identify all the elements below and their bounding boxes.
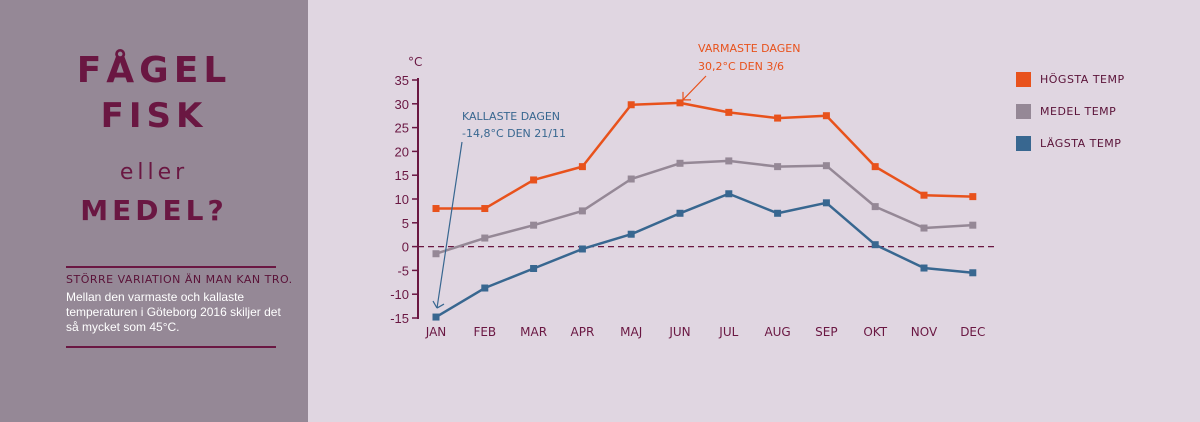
note-heading: STÖRRE VARIATION ÄN MAN KAN TRO.	[66, 273, 293, 286]
sidebar-panel: FÅGEL FISK eller MEDEL? STÖRRE VARIATION…	[0, 0, 308, 422]
legend-item-high: HÖGSTA TEMP	[1016, 72, 1196, 88]
y-tick-label: -10	[390, 287, 409, 302]
title-line-1: FÅGEL	[76, 50, 232, 91]
legend-swatch-mean	[1016, 104, 1031, 119]
legend-item-low: LÄGSTA TEMP	[1016, 136, 1196, 152]
data-point	[481, 234, 489, 242]
data-point	[725, 108, 733, 116]
warmest-day-detail: 30,2°C DEN 3/6	[698, 60, 784, 73]
coldest-day-arrow	[432, 141, 463, 309]
data-point	[481, 205, 489, 213]
data-point	[774, 163, 782, 171]
data-point	[822, 199, 830, 207]
data-point	[969, 269, 977, 277]
data-point	[578, 245, 586, 253]
y-axis-unit-label: °C	[408, 55, 422, 69]
x-tick-label: SEP	[815, 325, 837, 339]
data-point	[920, 191, 928, 199]
data-point	[871, 203, 879, 211]
series-line	[436, 101, 973, 210]
data-point	[578, 207, 586, 215]
note-body: Mellan den varmaste och kallaste tempera…	[66, 290, 281, 334]
y-tick-label: 5	[402, 216, 409, 231]
legend-swatch-low	[1016, 136, 1031, 151]
legend-label-mean: MEDEL TEMP	[1040, 105, 1117, 118]
x-tick-label: JUL	[718, 325, 738, 339]
y-tick-label: 35	[395, 73, 409, 88]
legend-label-high: HÖGSTA TEMP	[1040, 73, 1125, 86]
data-point	[774, 209, 782, 217]
y-tick-label: 10	[395, 192, 409, 207]
note-top-divider	[66, 266, 276, 268]
annotation-layer: VARMASTE DAGEN 30,2°C DEN 3/6 KALLASTE D…	[432, 42, 800, 309]
legend-label-low: LÄGSTA TEMP	[1040, 137, 1122, 150]
data-point	[481, 284, 489, 292]
data-point	[920, 264, 928, 272]
data-point	[432, 313, 440, 321]
title-line-4: MEDEL?	[80, 194, 228, 227]
x-tick-label: APR	[571, 325, 595, 339]
data-point	[725, 157, 733, 165]
data-point	[969, 221, 977, 229]
x-tick-label: MAJ	[620, 325, 642, 339]
data-point	[822, 112, 830, 120]
data-point	[871, 241, 879, 249]
data-point	[627, 101, 635, 109]
x-tick-label: JAN	[425, 325, 447, 339]
x-tick-label: DEC	[960, 325, 985, 339]
coldest-day-detail: -14,8°C DEN 21/11	[462, 127, 566, 140]
data-point	[432, 250, 440, 258]
title-line-3: eller	[119, 160, 189, 185]
series-line	[435, 192, 973, 319]
title-line-2: FISK	[100, 96, 208, 136]
y-tick-label: 0	[402, 240, 409, 255]
series-0	[432, 99, 977, 213]
data-point	[627, 230, 635, 238]
y-tick-label: -15	[390, 311, 409, 326]
data-point	[627, 175, 635, 183]
data-point	[871, 163, 879, 171]
data-point	[676, 159, 684, 167]
note-bottom-divider	[66, 346, 276, 348]
data-point	[530, 176, 538, 184]
y-tick-label: 20	[395, 144, 409, 159]
y-ticks: 35 30 25 20 15 10 5 0 -5 -10 -15	[390, 73, 418, 326]
y-tick-label: 15	[395, 168, 409, 183]
series-layer	[432, 99, 977, 321]
x-tick-label: MAR	[520, 325, 547, 339]
x-tick-label: JUN	[668, 325, 690, 339]
data-point	[822, 162, 830, 170]
y-tick-label: -5	[397, 263, 409, 278]
data-point	[774, 114, 782, 122]
data-point	[432, 205, 440, 213]
legend-item-mean: MEDEL TEMP	[1016, 104, 1196, 120]
series-1	[432, 157, 977, 258]
series-line	[435, 159, 973, 255]
x-tick-label: AUG	[764, 325, 790, 339]
legend-swatch-high	[1016, 72, 1031, 87]
x-ticks: JAN FEB MAR APR MAJ JUN JUL AUG SEP OKT NOV DEC	[425, 325, 986, 339]
data-point	[676, 99, 684, 107]
series-2	[432, 190, 977, 321]
warmest-day-title: VARMASTE DAGEN	[698, 42, 800, 55]
data-point	[530, 221, 538, 229]
coldest-day-title: KALLASTE DAGEN	[462, 110, 560, 123]
data-point	[920, 224, 928, 232]
x-tick-label: OKT	[863, 325, 887, 339]
data-point	[725, 190, 733, 198]
y-tick-label: 25	[395, 121, 409, 136]
data-point	[969, 193, 977, 201]
x-tick-label: FEB	[473, 325, 496, 339]
data-point	[578, 163, 586, 171]
x-tick-label: NOV	[911, 325, 938, 339]
data-point	[676, 209, 684, 217]
warmest-day-arrow	[682, 75, 707, 101]
y-tick-label: 30	[395, 97, 409, 112]
data-point	[530, 264, 538, 272]
